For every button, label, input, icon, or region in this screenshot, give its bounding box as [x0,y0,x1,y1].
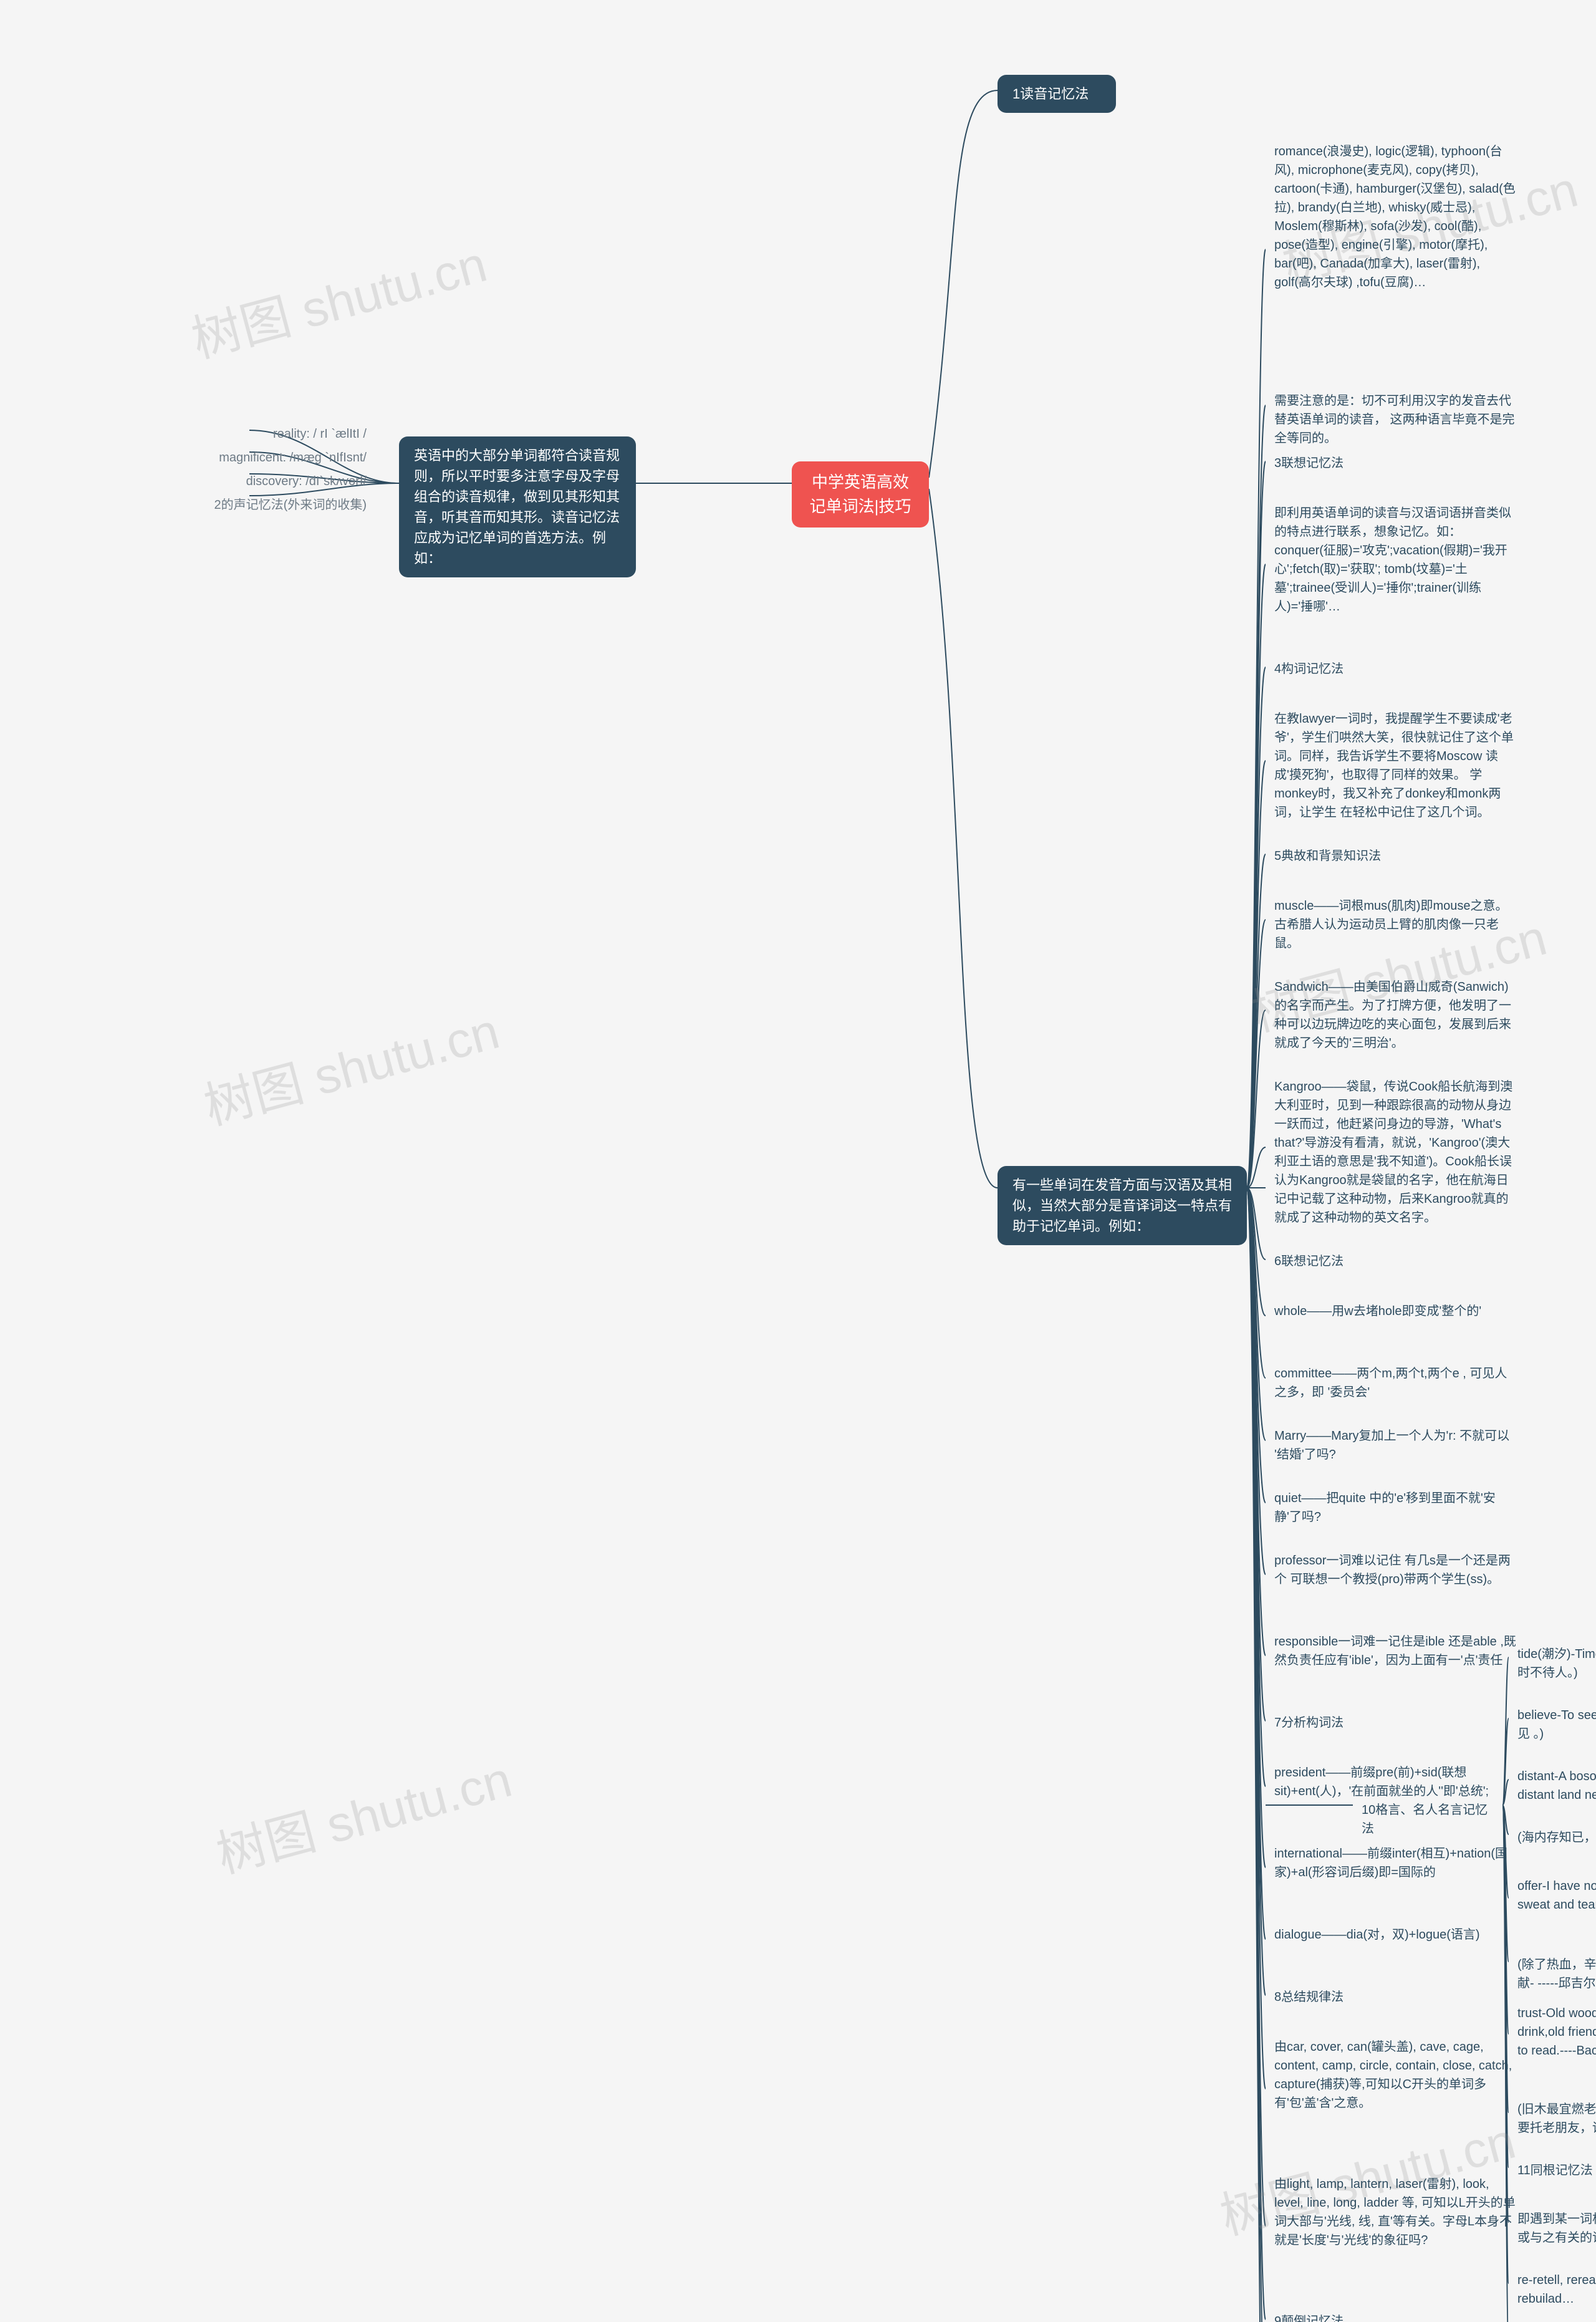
left-leaf: 2的声记忆法(外来词的收集) [125,492,374,518]
mid-leaf: Kangroo——袋鼠，传说Cook船长航海到澳大利亚时，见到一种跟踪很高的动物… [1266,1072,1527,1232]
mid-leaf: 由light, lamp, lantern, laser(雷射), look, … [1266,2170,1527,2255]
watermark: 树图 shutu.cn [208,1739,518,1887]
mid-leaf: muscle——词根mus(肌肉)即mouse之意。古希腊人认为运动员上臂的肌肉… [1266,892,1527,958]
mid-leaf: responsible一词难一记住是ible 还是able ,既然负责任应有'i… [1266,1627,1527,1675]
mid-leaf: professor一词难以记住 有几s是一个还是两个 可联想一个教授(pro)带… [1266,1546,1527,1594]
right-leaf: re-retell, reread, rewrite, redo, return… [1509,2266,1596,2313]
mid-leaf: international——前缀inter(相互)+nation(国家)+al… [1266,1839,1527,1887]
root-node: 中学英语高效记单词法|技巧 [792,461,929,528]
right-leaf: (旧木最宜燃老酒，陈酒最醇陈年酒，托事要托老朋友，读书要读老作家--------… [1509,2095,1596,2142]
mid-leaf: 8总结规律法 [1266,1983,1527,2011]
right-leaf: 即遇到某一词根时，尽可能地扩充已学过或与之有关的词，如derive的复习巩固。 [1509,2205,1596,2252]
right-leaf: offer-I have nothing to offer but blood,… [1509,1872,1596,1919]
mid-leaf: 3联想记忆法 [1266,449,1527,478]
mid-leaf: 在教lawyer一词时，我提醒学生不要读成'老爷'，学生们哄然大笑，很快就记住了… [1266,705,1527,827]
right-leaf: (海内存知已，天涯若比邻。) [1509,1823,1596,1852]
mid-leaf: quiet——把quite 中的'e'移到里面不就'安静'了吗? [1266,1484,1527,1531]
right-leaf: believe-To see is to believe.(百闻不如一见 。) [1509,1701,1596,1748]
watermark: 树图 shutu.cn [183,224,493,372]
mid-leaf: 7分析构词法 [1266,1708,1527,1737]
right-leaf: tide(潮汐)-Time and tide wait for no man.(… [1509,1640,1596,1687]
right-leaf: distant-A bosom friend afar brings a dis… [1509,1762,1596,1809]
mid-group-node: 有一些单词在发音方面与汉语及其相似，当然大部分是音译词这一特点有助于记忆单词。例… [998,1166,1247,1245]
mid-leaf: dialogue——dia(对，双)+logue(语言) [1266,1920,1527,1949]
right-group-label: 10格言、名人名言记忆法 [1353,1796,1509,1843]
right-leaf: (除了热血，辛劳，汗水和眼泪，我别无奉献- -----邱吉尔 [1509,1950,1596,1998]
right-leaf: trust-Old wood is best to burn, old wine… [1509,1999,1596,2065]
mid-leaf: 需要注意的是：切不可利用汉字的发音去代替英语单词的读音， 这两种语言毕竟不是完全… [1266,387,1527,453]
mid-leaf: romance(浪漫史), logic(逻辑), typhoon(台风), mi… [1266,137,1527,297]
mid-leaf: Marry——Mary复加上一个人为'r: 不就可以 '结婚'了吗? [1266,1422,1527,1469]
mid-leaf: 即利用英语单词的读音与汉语词语拼音类似的特点进行联系，想象记忆。如：conque… [1266,499,1527,621]
left-leaf: reality: / rI `ælItI / [125,421,374,447]
left-group-node: 英语中的大部分单词都符合读音规则，所以平时要多注意字母及字母组合的读音规律，做到… [399,436,636,577]
mid-leaf: committee——两个m,两个t,两个e , 可见人之多，即 '委员会' [1266,1359,1527,1407]
mid-leaf: Sandwich——由美国伯爵山威奇(Sanwich) 的名字而产生。为了打牌方… [1266,973,1527,1057]
mid-leaf: 4构词记忆法 [1266,655,1527,683]
mid-leaf: 6联想记忆法 [1266,1247,1527,1276]
left-leaf: magnificent: /mæg `nIfIsnt/ [125,445,374,471]
left-leaf: discovery: /dI`skʌvərI/ [125,468,374,494]
right-leaf: 11同根记忆法 [1509,2156,1596,2185]
top-group-node: 1读音记忆法 [998,75,1116,113]
mid-leaf: whole——用w去堵hole即变成'整个的' [1266,1297,1527,1326]
mid-leaf: 9颠倒记忆法 [1266,2307,1527,2322]
mid-leaf: 5典故和背景知识法 [1266,842,1527,870]
watermark: 树图 shutu.cn [195,991,506,1139]
mid-leaf: 由car, cover, can(罐头盖), cave, cage, conte… [1266,2033,1527,2117]
